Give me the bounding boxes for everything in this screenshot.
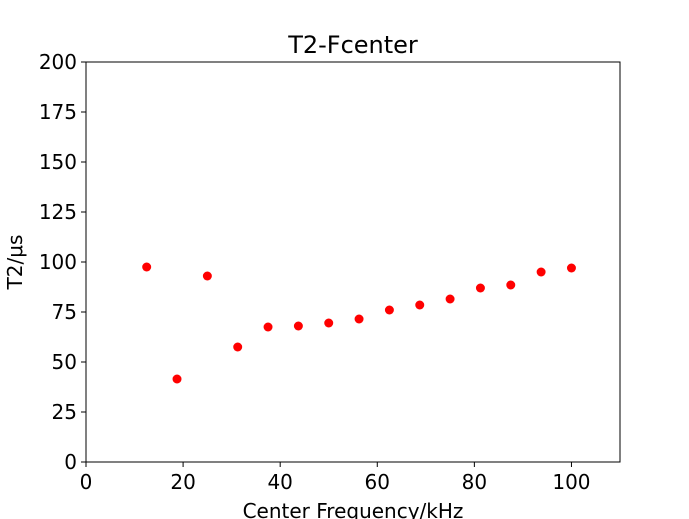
y-tick-label: 0 — [64, 450, 77, 474]
chart-title: T2-Fcenter — [287, 31, 418, 59]
data-point — [537, 268, 546, 277]
y-tick-label: 25 — [52, 400, 77, 424]
data-point — [294, 322, 303, 331]
y-tick-label: 125 — [39, 200, 77, 224]
data-point — [567, 264, 576, 273]
x-tick-label: 80 — [462, 470, 487, 494]
x-tick-label: 40 — [267, 470, 292, 494]
data-point — [233, 343, 242, 352]
x-axis-label: Center Frequency/kHz — [243, 499, 464, 519]
y-tick-label: 75 — [52, 300, 77, 324]
data-point — [385, 306, 394, 315]
data-point — [506, 281, 515, 290]
x-tick-label: 0 — [80, 470, 93, 494]
y-tick-label: 150 — [39, 150, 77, 174]
data-point — [264, 323, 273, 332]
data-point — [355, 315, 364, 324]
x-tick-label: 100 — [552, 470, 590, 494]
y-axis-label: T2/μs — [3, 235, 27, 291]
data-point — [476, 284, 485, 293]
data-point — [173, 375, 182, 384]
data-point — [446, 295, 455, 304]
data-point — [203, 272, 212, 281]
y-tick-label: 100 — [39, 250, 77, 274]
x-tick-label: 20 — [170, 470, 195, 494]
data-point — [324, 319, 333, 328]
y-tick-label: 50 — [52, 350, 77, 374]
data-point — [142, 263, 151, 272]
y-tick-label: 200 — [39, 50, 77, 74]
y-tick-label: 175 — [39, 100, 77, 124]
data-point — [415, 301, 424, 310]
x-tick-label: 60 — [365, 470, 390, 494]
